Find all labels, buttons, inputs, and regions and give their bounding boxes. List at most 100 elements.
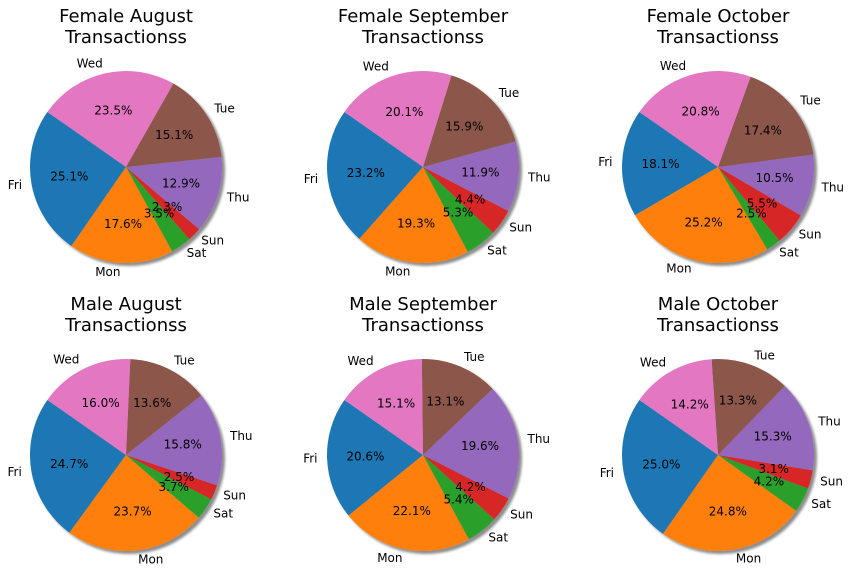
slice-percent-thu: 15.3%	[754, 429, 792, 443]
slice-percent-wed: 23.5%	[94, 103, 132, 117]
slice-label-tue: Tue	[498, 86, 520, 100]
slice-percent-sat: 3.7%	[158, 480, 189, 494]
slice-percent-fri: 20.6%	[346, 450, 384, 464]
chart-title: Male September	[349, 294, 497, 315]
slice-label-wed: Wed	[348, 354, 374, 368]
chart-subtitle: Transactionss	[361, 27, 484, 48]
slice-percent-sat: 3.5%	[144, 207, 175, 221]
pie-wedges	[326, 359, 520, 552]
slice-label-mon: Mon	[666, 262, 691, 276]
slice-percent-mon: 25.2%	[685, 215, 723, 229]
pie-slice-thu	[423, 141, 520, 211]
slice-label-sun: Sun	[799, 228, 822, 242]
pie-slice-wed	[47, 71, 174, 167]
pie-slice-sat	[126, 167, 190, 252]
chart-title: Male October	[658, 294, 779, 315]
pie-slice-sat	[126, 455, 212, 518]
slice-label-tue: Tue	[799, 93, 821, 107]
pie-slice-wed	[639, 71, 751, 167]
slice-label-wed: Wed	[640, 356, 666, 370]
slice-label-wed: Wed	[53, 353, 79, 367]
pie-slice-sat	[718, 455, 808, 511]
slice-label-sat: Sat	[487, 243, 507, 257]
chart-subtitle: Transactionss	[656, 315, 779, 336]
pie-wedges	[30, 71, 223, 263]
slice-percent-thu: 11.9%	[461, 165, 499, 179]
pie-wedges	[622, 71, 814, 263]
slice-percent-sat: 2.5%	[736, 207, 767, 221]
slice-percent-sun: 4.2%	[455, 480, 486, 494]
slice-label-sun: Sun	[201, 234, 224, 248]
slice-label-sat: Sat	[488, 530, 508, 544]
slice-label-sat: Sat	[187, 246, 207, 260]
slice-label-thu: Thu	[821, 180, 845, 194]
chart-subtitle: Transactionss	[64, 27, 187, 48]
pie-slice-fri	[326, 399, 423, 516]
slice-label-mon: Mon	[385, 264, 410, 278]
slice-label-fri: Fri	[303, 451, 317, 465]
slice-label-thu: Thu	[817, 414, 841, 428]
pie-slice-mon	[635, 167, 768, 263]
pie-slice-wed	[47, 359, 131, 455]
slice-percent-sun: 2.5%	[164, 470, 195, 484]
chart-subtitle: Transactionss	[64, 315, 187, 336]
pie-slice-thu	[126, 395, 222, 486]
pie-slice-mon	[663, 455, 797, 552]
pie-slice-sat	[423, 455, 495, 540]
slice-label-sun: Sun	[509, 220, 532, 234]
pie-slice-sun	[718, 167, 801, 241]
pie-wedges	[621, 358, 815, 552]
slice-label-mon: Mon	[95, 265, 120, 279]
slice-percent-thu: 10.5%	[755, 171, 793, 185]
slice-percent-mon: 24.8%	[709, 504, 747, 518]
slice-percent-mon: 17.6%	[104, 217, 142, 231]
slice-percent-thu: 15.8%	[164, 438, 202, 452]
pie-slice-sun	[718, 455, 813, 489]
pie-wedges	[29, 359, 222, 552]
slice-percent-tue: 13.6%	[133, 396, 171, 410]
pie-slice-wed	[344, 71, 452, 167]
slice-percent-sun: 5.5%	[747, 197, 778, 211]
slice-percent-tue: 15.9%	[445, 119, 483, 133]
pie-slice-thu	[126, 156, 223, 230]
pie-slice-fri	[621, 399, 718, 534]
pie-slice-sun	[126, 167, 200, 240]
pie-slice-tue	[421, 359, 493, 455]
slice-label-fri: Fri	[598, 155, 612, 169]
slice-label-tue: Tue	[173, 354, 195, 368]
chart-title: Male August	[70, 294, 181, 315]
pie-slice-thu	[718, 154, 814, 216]
chart-title: Female September	[338, 6, 509, 27]
slice-label-mon: Mon	[377, 551, 402, 565]
slice-label-tue: Tue	[213, 102, 235, 116]
slice-label-sun: Sun	[820, 475, 843, 489]
slice-label-sat: Sat	[213, 507, 233, 521]
slice-percent-wed: 16.0%	[82, 396, 120, 410]
slice-percent-tue: 13.3%	[719, 393, 757, 407]
slice-label-mon: Mon	[736, 552, 761, 566]
slice-label-wed: Wed	[660, 59, 686, 73]
pie-slice-mon	[69, 455, 199, 552]
slice-percent-fri: 18.1%	[641, 157, 679, 171]
slice-label-fri: Fri	[600, 466, 614, 480]
slice-label-thu: Thu	[226, 191, 250, 205]
pie-slice-fri	[29, 399, 127, 533]
slice-percent-wed: 20.8%	[682, 105, 720, 119]
pie-slice-fri	[327, 111, 423, 239]
slice-label-tue: Tue	[753, 348, 775, 362]
pie-slice-tue	[718, 76, 814, 167]
slice-label-fri: Fri	[304, 172, 318, 186]
slice-percent-thu: 12.9%	[162, 177, 200, 191]
pie-slice-wed	[639, 359, 718, 455]
slice-percent-mon: 19.3%	[397, 217, 435, 231]
pie-slice-fri	[622, 111, 718, 216]
slice-percent-mon: 23.7%	[114, 505, 152, 519]
pie-slice-sun	[126, 455, 218, 500]
pie-slice-mon	[348, 455, 469, 552]
